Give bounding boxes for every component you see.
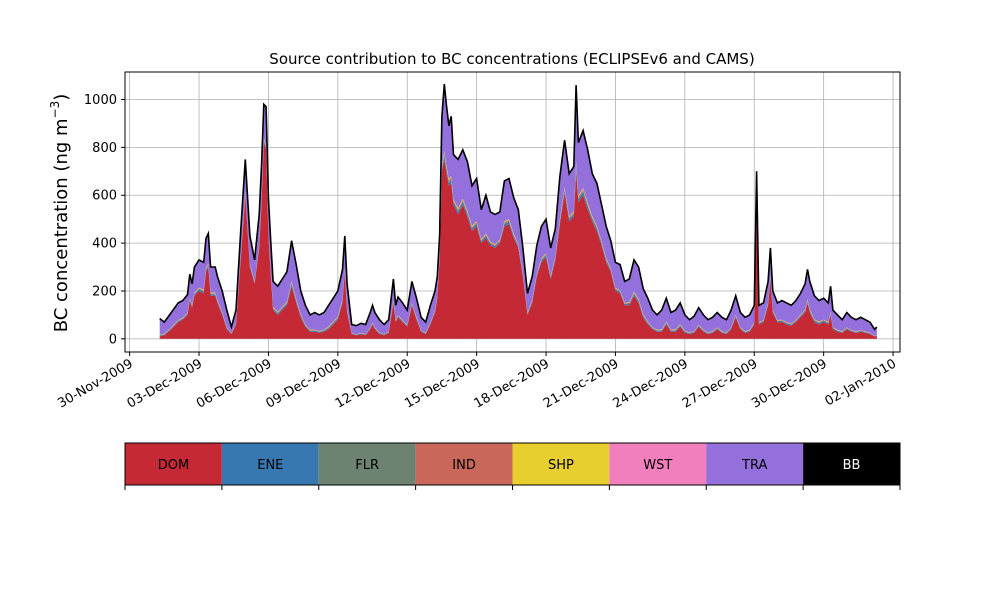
- y-axis-label-close: ): [51, 94, 72, 101]
- y-tick-label: 600: [92, 189, 117, 204]
- x-tick-label: 09-Dec-2009: [263, 356, 343, 411]
- y-axis-label-superscript: −3: [48, 101, 62, 119]
- legend-label-tra: TRA: [741, 458, 767, 473]
- legend-swatch-ind: [415, 443, 513, 485]
- x-tick-label: 21-Dec-2009: [541, 356, 621, 411]
- y-tick-label: 200: [92, 284, 117, 299]
- legend-label-dom: DOM: [158, 458, 189, 473]
- y-tick-label: 1000: [84, 93, 117, 108]
- y-tick-label: 400: [92, 237, 117, 252]
- x-tick-label: 03-Dec-2009: [125, 356, 205, 411]
- x-tick-label: 15-Dec-2009: [402, 356, 482, 411]
- legend-frame: [124, 442, 901, 486]
- legend-swatch-flr: [318, 443, 416, 485]
- legend-label-flr: FLR: [355, 458, 379, 473]
- plot-frame: [124, 71, 901, 353]
- legend-label-ene: ENE: [257, 458, 283, 473]
- legend-label-wst: WST: [643, 458, 672, 473]
- legend-swatch-ene: [221, 443, 319, 485]
- chart-title: Source contribution to BC concentrations…: [269, 50, 754, 68]
- x-tick-label: 24-Dec-2009: [610, 356, 690, 411]
- total-line-bb: [159, 83, 878, 331]
- x-tick-label: 18-Dec-2009: [472, 356, 552, 411]
- legend-label-bb: BB: [843, 458, 861, 473]
- x-tick-label: 27-Dec-2009: [680, 356, 760, 411]
- legend-swatch-dom: [125, 443, 222, 485]
- x-tick-label: 06-Dec-2009: [194, 356, 274, 411]
- y-axis-label: BC concentration (ng m−3): [48, 94, 72, 333]
- source-legend-colorbar: DOM ENE FLR IND SHP WST TRA BB: [124, 442, 901, 490]
- legend-label-ind: IND: [452, 458, 476, 473]
- legend-swatch-shp: [512, 443, 610, 485]
- area-dom: [159, 142, 877, 339]
- y-tick-label: 0: [109, 332, 117, 347]
- stacked-area-series: [159, 83, 878, 339]
- legend-swatch-wst: [609, 443, 707, 485]
- x-tick-label: 30-Dec-2009: [749, 356, 829, 411]
- y-tick-label: 800: [92, 141, 117, 156]
- x-tick-label: 30-Nov-2009: [55, 356, 135, 411]
- x-tick-label: 12-Dec-2009: [333, 356, 413, 411]
- x-tick-label: 02-Jan-2010: [822, 356, 899, 409]
- legend-swatch-bb: [803, 443, 900, 485]
- y-axis-label-main: BC concentration (ng m: [51, 118, 72, 332]
- legend-label-shp: SHP: [548, 458, 574, 473]
- legend-swatch-tra: [706, 443, 804, 485]
